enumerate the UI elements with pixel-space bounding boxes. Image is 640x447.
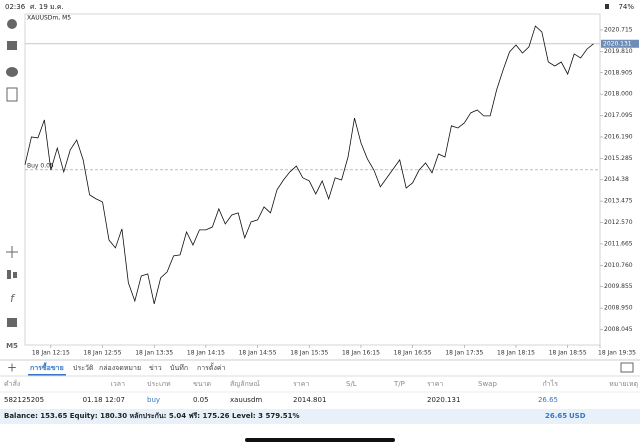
y-tick-label: 2008.045 (604, 326, 633, 333)
tab[interactable]: การตั้งค่า (197, 361, 226, 372)
chat-icon[interactable] (6, 67, 18, 77)
y-tick-label: 2009.855 (604, 283, 633, 290)
home-indicator (245, 438, 395, 442)
currency: USD (569, 412, 586, 420)
chart-frame (24, 13, 601, 346)
column-header: ราคา (427, 380, 443, 388)
x-tick-label: 18 Jan 17:35 (445, 350, 483, 357)
x-tick-label: 18 Jan 12:15 (32, 350, 70, 357)
cell-price: 2014.801 (293, 396, 326, 404)
y-tick-label: 2008.950 (604, 305, 633, 312)
column-header: กำไร (543, 379, 559, 388)
timeframe-label[interactable]: M5 (6, 342, 18, 350)
y-tick-label: 2011.665 (604, 240, 633, 247)
y-tick-label: 2016.190 (604, 133, 633, 140)
column-header: คำสั่ง (4, 379, 20, 388)
x-tick-label: 18 Jan 16:55 (394, 350, 432, 357)
status-date: ศ. 19 ม.ค. (30, 3, 64, 11)
chart-type-icon-b[interactable] (13, 272, 17, 278)
side-toolbar: f M5 (6, 19, 18, 350)
column-header: เวลา (110, 380, 125, 388)
x-tick-label: 18 Jan 13:35 (135, 350, 173, 357)
y-tick-label: 2014.38 (604, 176, 629, 183)
x-tick-label: 18 Jan 14:15 (187, 350, 225, 357)
positions-table: คำสั่ง เวลา ประเภท ขนาด สัญลักษณ์ ราคา S/L T/P ร… (0, 379, 640, 404)
summary-bg (0, 409, 640, 424)
new-order-icon[interactable] (6, 87, 18, 102)
account-summary: Balance: 153.65 Equity: 180.30 หลักประกั… (4, 412, 299, 420)
current-price-label: 2020.131 (603, 40, 632, 47)
cell-type: buy (147, 396, 160, 404)
x-tick-label: 18 Jan 14:55 (239, 350, 277, 357)
y-tick-label: 2012.570 (604, 219, 633, 226)
y-tick-label: 2018.905 (604, 69, 633, 76)
cell-order: 582125205 (4, 396, 44, 404)
tab-underline (28, 374, 66, 376)
order-label: Buy 0.05 (27, 162, 54, 169)
plot: 2020.715 2019.810 2018.905 2018.000 2017.095… (24, 25, 639, 357)
tab[interactable]: ข่าว (149, 364, 162, 372)
x-tick-label: 18 Jan 19:35 (598, 350, 636, 357)
tab[interactable]: บันทึก (170, 363, 188, 372)
wifi-icon (605, 4, 609, 9)
tab[interactable]: กล่องจดหมาย (99, 364, 141, 372)
column-header: T/P (393, 380, 405, 388)
column-header: Swap (478, 380, 497, 388)
add-button[interactable]: + (7, 361, 17, 375)
objects-icon[interactable] (7, 318, 17, 327)
column-header: หมายเหตุ (609, 380, 638, 388)
cell-current-price: 2020.131 (427, 396, 460, 404)
y-tick-label: 2010.760 (604, 262, 633, 269)
column-header: สัญลักษณ์ (230, 380, 260, 388)
quotes-icon[interactable] (7, 41, 17, 50)
y-tick-label: 2017.095 (604, 112, 633, 119)
x-tick-label: 18 Jan 12:55 (84, 350, 122, 357)
column-header: S/L (346, 380, 357, 388)
crosshair-icon[interactable] (6, 246, 18, 258)
column-header: ราคา (293, 380, 309, 388)
column-header: ขนาด (193, 380, 211, 388)
cell-time: 01.18 12:07 (83, 396, 125, 404)
tabs: การซื้อขาย ประวัติ กล่องจดหมาย ข่าว บันทึก กา… (28, 361, 226, 376)
x-tick-label: 18 Jan 18:55 (549, 350, 587, 357)
current-price-tag (601, 39, 639, 48)
column-header: ประเภท (147, 380, 171, 388)
indicator-icon[interactable]: f (10, 292, 16, 305)
status-time: 02:36 (5, 3, 26, 11)
chart-title: XAUUSDm, M5 (27, 15, 71, 22)
account-icon[interactable] (7, 19, 17, 29)
layout-icon[interactable] (620, 362, 634, 373)
chart-type-icon[interactable] (7, 270, 11, 279)
cell-symbol: xauusdm (230, 396, 262, 404)
y-tick-label: 2013.475 (604, 198, 633, 205)
cell-volume: 0.05 (193, 396, 209, 404)
tab[interactable]: การซื้อขาย (30, 361, 64, 372)
y-tick-label: 2018.000 (604, 91, 633, 98)
x-tick-label: 18 Jan 16:15 (342, 350, 380, 357)
y-tick-label: 2019.810 (604, 48, 633, 55)
y-tick-label: 2020.715 (604, 26, 633, 33)
total-profit: 26.65 (545, 412, 567, 420)
x-tick-label: 18 Jan 15:35 (290, 350, 328, 357)
status-battery: 74% (618, 3, 634, 11)
cell-profit: 26.65 (538, 396, 558, 404)
tab[interactable]: ประวัติ (73, 364, 94, 372)
y-tick-label: 2015.285 (604, 155, 633, 162)
x-tick-label: 18 Jan 18:15 (497, 350, 535, 357)
price-line (24, 25, 594, 304)
